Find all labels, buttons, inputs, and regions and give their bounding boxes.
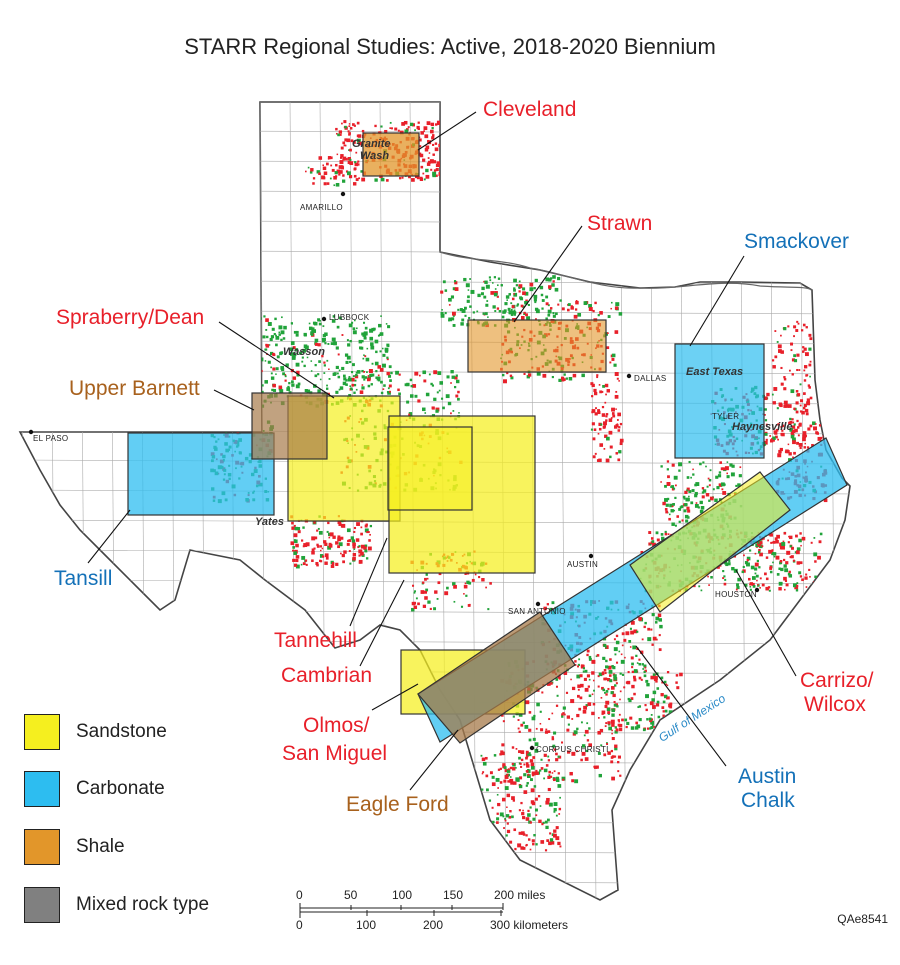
- label-upper-barnett: Upper Barnett: [69, 377, 200, 400]
- label-austin-line1: Austin: [738, 765, 797, 788]
- scale-bar: [299, 903, 504, 918]
- scale-mile-100: 100: [392, 888, 413, 902]
- city-lubbock: LUBBOCK: [329, 313, 370, 322]
- red-river: [439, 251, 813, 291]
- label-olmos-line1: Olmos/: [303, 714, 370, 737]
- label-carrizo-line2: Wilcox: [804, 693, 866, 716]
- figure-code: QAe8541: [837, 912, 888, 926]
- legend-label: Mixed rock type: [76, 894, 210, 915]
- scale-km-300: 300 kilometers: [490, 918, 569, 932]
- study-areas: [127, 132, 848, 744]
- cleveland-area: [362, 132, 420, 177]
- eagle-ford-area: [417, 611, 576, 744]
- field-haynesville: Haynesville: [732, 421, 793, 433]
- legend-label: Carbonate: [76, 778, 165, 799]
- tansill-area: [127, 432, 275, 516]
- label-cleveland: Cleveland: [483, 98, 577, 121]
- city-austin: AUSTIN: [567, 560, 599, 569]
- scale-mile-50: 50: [344, 888, 358, 902]
- scale-mile-200: 200 miles: [494, 888, 546, 902]
- label-tannehill: Tannehill: [274, 629, 357, 652]
- leader-lines: [87, 111, 797, 791]
- map-title: STARR Regional Studies: Active, 2018-202…: [184, 34, 716, 59]
- city-dots: [28, 191, 760, 751]
- legend-label: Shale: [76, 836, 125, 857]
- label-eagle-ford: Eagle Ford: [346, 793, 449, 816]
- label-spraberry-dean: Spraberry/Dean: [56, 306, 205, 329]
- field-east-texas: East Texas: [686, 366, 744, 378]
- legend-item-mixed: Mixed rock type: [24, 886, 209, 924]
- label-tansill: Tansill: [54, 567, 113, 590]
- legend-swatch: [24, 887, 60, 923]
- carrizo-wilcox-area: [629, 471, 791, 613]
- label-smackover: Smackover: [744, 230, 850, 253]
- legend-swatch: [24, 714, 60, 750]
- label-carrizo-line1: Carrizo/: [800, 669, 874, 692]
- city-corpus-christi: CORPUS CHRISTI: [536, 745, 609, 754]
- label-strawn: Strawn: [587, 212, 653, 235]
- city-el-paso: EL PASO: [33, 434, 69, 443]
- legend-item-shale: Shale: [24, 828, 125, 866]
- label-austin-line2: Chalk: [741, 789, 795, 812]
- city-san-antonio: SAN ANTONIO: [508, 607, 566, 616]
- scale-km-0: 0: [296, 918, 303, 932]
- label-olmos-line2: San Miguel: [282, 742, 388, 765]
- scale-km-100: 100: [356, 918, 377, 932]
- city-dallas: DALLAS: [634, 374, 667, 383]
- field-yates: Yates: [255, 516, 284, 528]
- legend-label: Sandstone: [76, 721, 167, 742]
- label-cambrian: Cambrian: [281, 664, 373, 687]
- legend-item-sandstone: Sandstone: [24, 713, 167, 751]
- field-granite-1: Granite: [352, 138, 391, 150]
- legend-swatch: [24, 829, 60, 865]
- legend-swatch: [24, 771, 60, 807]
- city-tyler: TYLER: [712, 412, 740, 421]
- strawn-area: [467, 319, 607, 373]
- field-wasson: Wasson: [283, 346, 325, 358]
- upper-barnett-area: [251, 392, 328, 460]
- city-amarillo: AMARILLO: [300, 203, 343, 212]
- smackover-area: [674, 343, 765, 459]
- scale-mile-0: 0: [296, 888, 303, 902]
- scale-km-200: 200: [423, 918, 444, 932]
- scale-mile-150: 150: [443, 888, 464, 902]
- city-houston: HOUSTON: [715, 590, 757, 599]
- spraberry-dean-area: [387, 426, 473, 511]
- field-granite-2: Wash: [360, 150, 390, 162]
- legend-item-carbonate: Carbonate: [24, 770, 165, 808]
